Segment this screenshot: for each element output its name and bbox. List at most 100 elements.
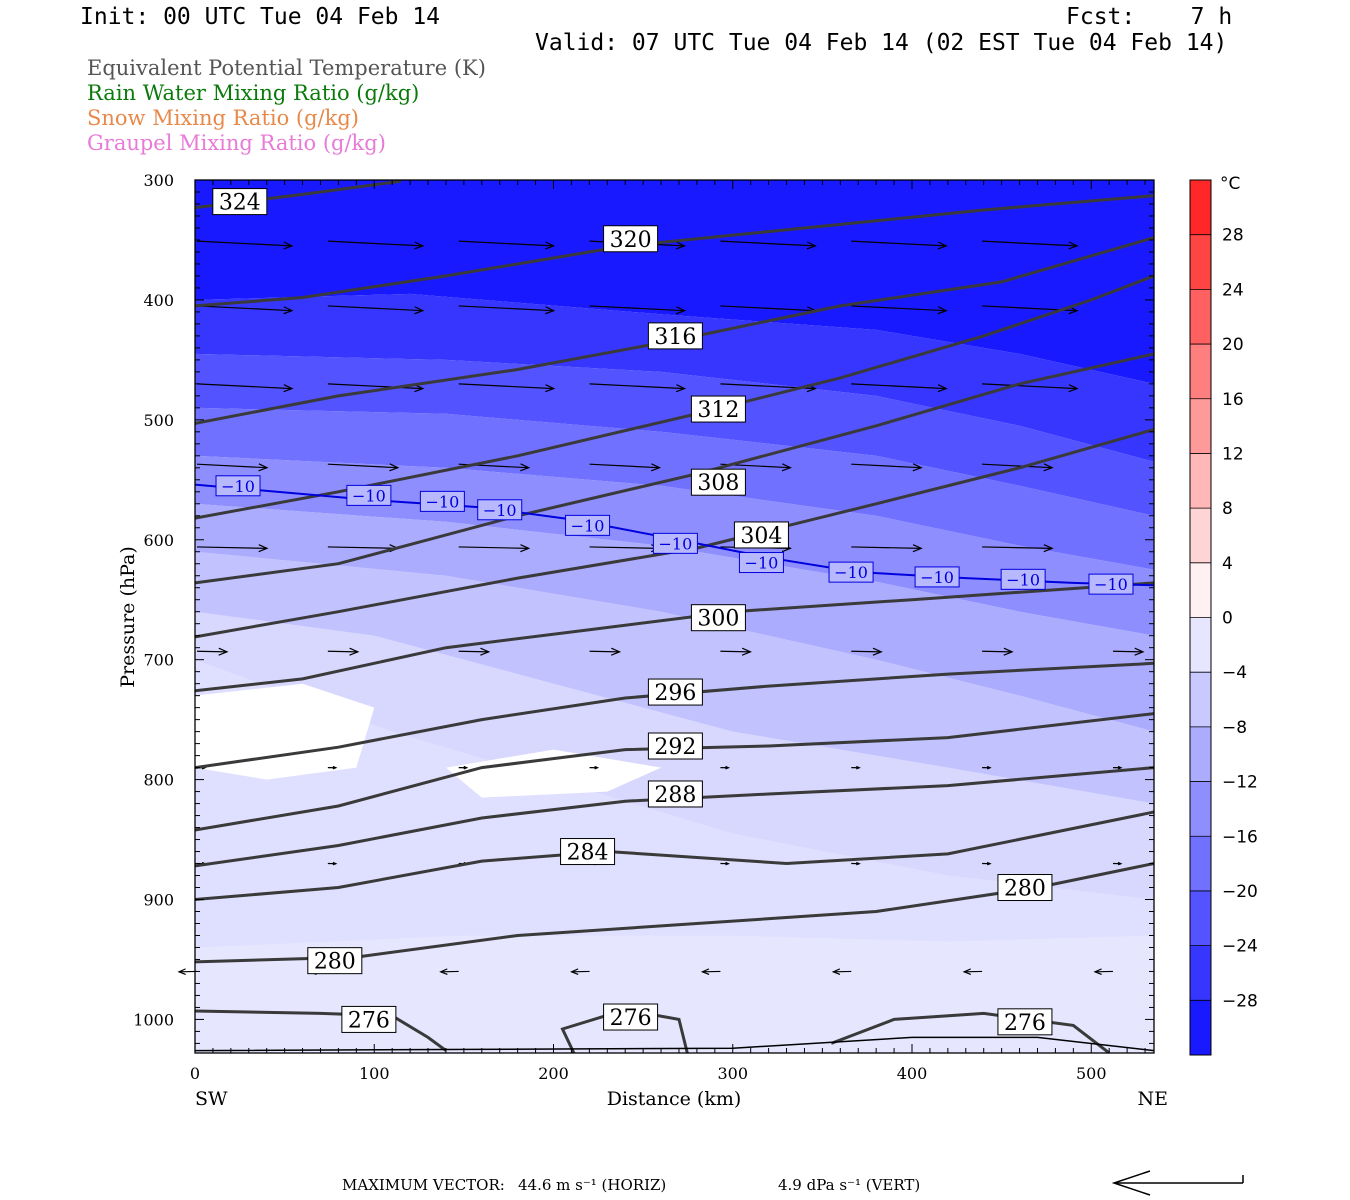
colorbar-tick-label: −28: [1222, 991, 1258, 1011]
y-tick-label: 600: [143, 531, 174, 550]
valid-time: Valid: 07 UTC Tue 04 Feb 14 (02 EST Tue …: [535, 30, 1228, 56]
wind-vector: [720, 240, 816, 247]
colorbar-segment: [1190, 398, 1211, 454]
isotherm-label-box: [565, 514, 611, 536]
wind-vector: [982, 463, 1053, 469]
wind-vector: [196, 240, 293, 247]
wind-vector-head: [414, 306, 425, 315]
temperature-band: [195, 293, 1154, 462]
legend-rain: Rain Water Mixing Ratio (g/kg): [87, 81, 420, 105]
wind-vector-head: [258, 463, 269, 472]
legend-theta-e: Equivalent Potential Temperature (K): [87, 56, 486, 80]
theta-e-label-box: [997, 874, 1053, 902]
wind-vector: [851, 305, 947, 312]
colorbar-tick-label: 12: [1222, 444, 1244, 464]
isotherm-label-box: [652, 532, 698, 554]
wind-vector: [851, 240, 947, 247]
wind-vector: [851, 383, 947, 390]
wind-vector-head: [283, 306, 294, 315]
isotherm-label: −10: [659, 534, 693, 553]
theta-e-label-box: [690, 468, 746, 496]
wind-vector-head: [1068, 306, 1079, 315]
max-vector-arrowhead: [1111, 1170, 1151, 1196]
colorbar-segment: [1190, 562, 1211, 618]
wind-vector-head: [218, 647, 229, 656]
wind-vector-head: [283, 384, 294, 393]
x-axis-label: Distance (km): [607, 1088, 742, 1110]
theta-e-label: 280: [1004, 877, 1046, 902]
colorbar-tick-label: −12: [1222, 773, 1258, 793]
isotherm-label-box: [419, 490, 465, 512]
theta-e-label-box: [212, 188, 268, 216]
colorbar-segment: [1190, 836, 1211, 892]
forecast-hour: Fcst: 7 h: [1066, 4, 1233, 30]
colorbar-tick-label: −4: [1222, 663, 1247, 683]
x-tick-label: 100: [359, 1064, 390, 1083]
theta-e-label-box: [690, 395, 746, 423]
theta-e-label: 284: [567, 841, 609, 866]
temperature-band: [195, 935, 1154, 1053]
wind-vector-head: [1093, 968, 1102, 976]
colorbar-segment: [1190, 781, 1211, 837]
theta-e-label-box: [997, 1008, 1053, 1036]
wind-vector-head: [1068, 384, 1079, 393]
theta-e-label-box: [647, 732, 703, 760]
isotherm-label: −10: [352, 486, 386, 505]
theta-e-label: 276: [1004, 1011, 1046, 1036]
colorbar-segment: [1190, 617, 1211, 673]
wind-vector: [589, 383, 685, 390]
wind-vector-head: [545, 384, 556, 393]
wind-vector: [196, 305, 293, 312]
wind-vector-head: [962, 968, 972, 976]
colorbar-tick-label: 24: [1222, 280, 1244, 300]
colorbar-segment: [1190, 344, 1211, 400]
colorbar-segment: [1190, 726, 1211, 783]
wind-vector-head: [610, 647, 622, 656]
wind-vector-head: [872, 647, 883, 656]
colorbar-segment: [1190, 234, 1211, 290]
wind-vector-head: [856, 861, 861, 866]
isotherm-label: −10: [920, 568, 954, 587]
wind-vector-head: [332, 765, 338, 770]
theta-e-label: 320: [610, 228, 652, 253]
wind-vector-head: [570, 968, 579, 976]
wind-vector: [196, 383, 293, 390]
colorbar-tick-label: 4: [1222, 554, 1233, 574]
colorbar-segment: [1190, 508, 1211, 564]
wind-vector-head: [806, 241, 817, 250]
wind-vector-head: [520, 463, 531, 472]
colorbar-segment: [1190, 1000, 1211, 1056]
theta-e-label: 308: [697, 471, 739, 496]
wind-vector-head: [594, 765, 600, 770]
wind-vector-head: [986, 861, 992, 866]
isotherm-label: −10: [221, 477, 255, 496]
wind-vector: [458, 650, 489, 653]
wind-vector-head: [831, 968, 841, 976]
wind-vector-head: [700, 968, 710, 976]
colorbar-tick-label: −8: [1222, 718, 1247, 738]
isotherm-label-box: [1000, 568, 1046, 590]
wind-vector-head: [349, 647, 360, 656]
isotherm-label-box: [738, 552, 784, 574]
isotherm-label: −10: [483, 501, 517, 520]
colorbar-segment: [1190, 289, 1211, 345]
colorbar-tick-label: −24: [1222, 937, 1258, 957]
ne-label: NE: [1138, 1088, 1169, 1110]
isotherm-label-box: [346, 484, 392, 506]
temperature-band: [446, 749, 662, 798]
theta-e-label: 312: [697, 398, 739, 423]
isotherm-label-box: [828, 561, 874, 583]
theta-e-contour: [195, 766, 1154, 868]
theta-e-label: 292: [654, 735, 696, 760]
theta-e-label-box: [647, 780, 703, 808]
wind-vector-head: [414, 241, 425, 250]
theta-e-label-box: [603, 225, 659, 253]
isotherm-label: −10: [745, 554, 779, 573]
colorbar-tick-label: −16: [1222, 827, 1258, 847]
wind-vector-head: [856, 765, 861, 770]
wind-vector-head: [725, 765, 730, 770]
theta-e-label-box: [733, 521, 789, 549]
colorbar-tick-label: 16: [1222, 390, 1244, 410]
wind-vector-head: [912, 463, 923, 472]
isotherm-label-box: [914, 566, 960, 588]
